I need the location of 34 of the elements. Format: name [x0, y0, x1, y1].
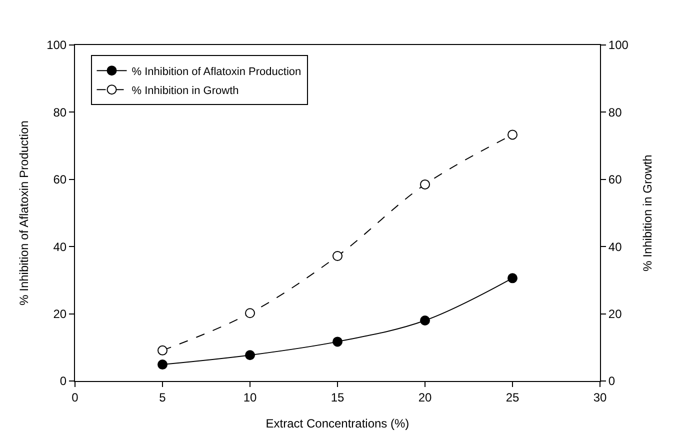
point	[508, 273, 518, 284]
point	[420, 179, 430, 190]
point	[420, 316, 430, 326]
y2-axis-title: % Inhibition in Growth	[640, 154, 655, 272]
y-tick-label: 80	[53, 105, 67, 120]
y-tick-label: 100	[46, 38, 67, 52]
legend-label: % Inhibition in Growth	[132, 84, 239, 97]
y-axis-title: % Inhibition of Aflatoxin Production	[16, 120, 31, 306]
x-tick-label: 0	[72, 390, 79, 404]
point	[245, 350, 255, 360]
x-tick-label: 10	[243, 390, 257, 404]
x-tick-label: 20	[418, 390, 432, 404]
x-tick-label: 25	[506, 390, 520, 404]
y2-tick-label: 60	[608, 172, 622, 187]
legend-label: % Inhibition of Aflatoxin Production	[132, 66, 302, 78]
point	[245, 308, 255, 318]
x-tick-label: 5	[159, 390, 166, 404]
y2-tick-label: 80	[608, 105, 622, 120]
y-tick-label: 40	[53, 240, 67, 254]
y2-tick-label: 40	[608, 240, 622, 254]
y2-tick-label: 100	[608, 38, 629, 52]
point	[332, 251, 342, 262]
point	[158, 360, 168, 370]
point	[508, 130, 518, 140]
y-tick-label: 60	[53, 172, 67, 187]
x-tick-label: 30	[593, 390, 607, 404]
point	[158, 345, 168, 356]
y2-tick-label: 20	[608, 307, 622, 321]
x-axis-title: Extract Concentrations (%)	[266, 416, 410, 430]
y2-tick-label: 0	[608, 374, 616, 388]
x-tick-label: 15	[330, 390, 344, 404]
y-tick-label: 0	[60, 374, 67, 388]
point	[332, 336, 342, 347]
y-tick-label: 20	[53, 307, 67, 321]
